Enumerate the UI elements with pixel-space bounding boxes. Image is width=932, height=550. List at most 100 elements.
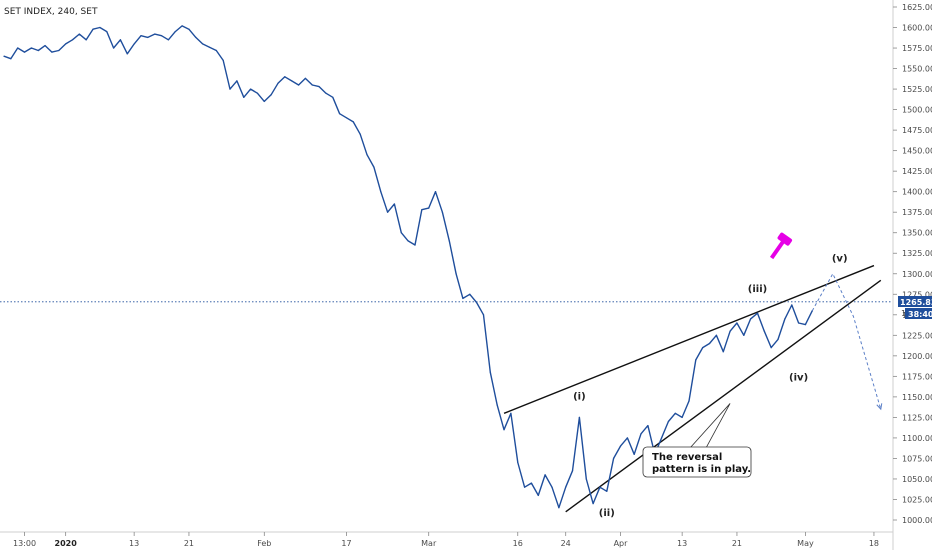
price-point (147, 36, 149, 38)
price-point (167, 39, 169, 41)
price-point (619, 445, 622, 447)
timer-label: 38:40 (908, 310, 932, 319)
price-point (750, 318, 752, 320)
price-point (558, 507, 560, 509)
y-tick-label: 1425.00 (902, 167, 932, 176)
price-point (304, 77, 306, 80)
price-point (297, 84, 300, 86)
timer-tag (905, 308, 932, 319)
x-tick-label: May (797, 539, 814, 548)
price-point (400, 232, 402, 234)
price-point (229, 88, 231, 90)
price-point (325, 92, 327, 94)
price-point (250, 88, 252, 90)
price-point (154, 33, 156, 35)
price-point (393, 203, 396, 205)
callout-text-line-2: pattern is in play. (652, 464, 751, 475)
price-point (58, 49, 60, 52)
price-point (380, 191, 382, 193)
y-tick-label: 1150.00 (902, 393, 932, 402)
y-tick-label: 1375.00 (902, 208, 932, 217)
price-point (174, 31, 176, 33)
price-point (530, 482, 533, 484)
y-tick-label: 1350.00 (902, 229, 932, 238)
y-tick-label: 1400.00 (902, 188, 932, 197)
chart-title: SET INDEX, 240, SET (4, 7, 98, 17)
x-tick-label: 13 (677, 539, 687, 548)
price-point (695, 359, 697, 361)
y-tick-label: 1600.00 (902, 24, 932, 33)
price-point (99, 26, 101, 29)
y-tick-label: 1225.00 (902, 331, 932, 340)
callout-box: The reversal pattern is in play. (642, 403, 752, 478)
price-point (291, 80, 293, 82)
x-tick-label: 17 (341, 539, 351, 548)
price-point (565, 486, 567, 488)
price-point (606, 490, 608, 492)
x-tick-label: Apr (614, 539, 629, 548)
price-point (332, 96, 334, 98)
price-point (708, 342, 711, 345)
callout-pointer (689, 403, 731, 449)
x-tick-label: 16 (513, 539, 523, 548)
price-point (722, 351, 724, 353)
price-point (78, 33, 80, 35)
price-point (551, 486, 553, 488)
wave-label: (iv) (789, 372, 808, 383)
price-point (599, 486, 601, 488)
price-point (571, 470, 574, 472)
price-point (181, 25, 183, 27)
channel-upper-line (503, 264, 875, 414)
price-point (469, 293, 471, 295)
cursor-tick-label: 1 (901, 309, 906, 318)
channel-lower-line (565, 279, 882, 513)
price-point (65, 43, 67, 45)
y-tick-label: 1125.00 (902, 413, 932, 422)
price-point (30, 47, 32, 49)
price-point (140, 35, 142, 37)
callout-text-line-1: The reversal (652, 452, 722, 463)
price-point (85, 39, 87, 41)
price-tags: 1265.83 38:40 1 (898, 296, 932, 319)
x-tick-label: 24 (561, 539, 571, 548)
price-point (133, 43, 135, 45)
price-point (311, 84, 313, 86)
y-tick-label: 1525.00 (902, 85, 932, 94)
price-point (455, 273, 457, 275)
price-point (537, 494, 539, 496)
price-point (188, 28, 190, 30)
price-point (503, 429, 505, 431)
x-tick-label: Feb (257, 539, 271, 548)
y-tick-label: 1275.00 (902, 290, 932, 299)
price-point (23, 51, 26, 53)
y-tick-label: 1625.00 (902, 3, 932, 12)
price-point (263, 100, 265, 102)
price-point (243, 96, 245, 98)
price-point (592, 502, 594, 505)
price-point (674, 412, 676, 414)
price-point (791, 304, 793, 306)
wave-label: (ii) (599, 508, 615, 519)
price-point (489, 371, 491, 373)
price-point (784, 318, 786, 320)
price-point (407, 240, 409, 242)
price-point (126, 53, 128, 55)
price-point (421, 209, 423, 211)
x-axis: 13:00 2020 13 21 Feb 17 Mar 16 24 Apr 13 21 May 18 (0, 531, 893, 548)
price-point (441, 211, 443, 213)
plot-area: (i) (ii) (iii) (iv) (v) (0, 25, 893, 519)
price-point (613, 457, 615, 460)
price-point (647, 425, 649, 427)
current-price-tag (898, 296, 932, 307)
price-point (195, 36, 197, 38)
price-point (352, 121, 354, 123)
price-point (318, 86, 320, 88)
price-point (688, 400, 690, 402)
y-axis: 1000.00 1025.00 1050.00 1075.00 1100.00 1125.… (892, 0, 932, 550)
price-point (92, 28, 94, 30)
price-point (770, 347, 772, 349)
price-point (113, 47, 115, 49)
y-tick-label: 1500.00 (902, 106, 932, 115)
price-point (524, 486, 526, 488)
